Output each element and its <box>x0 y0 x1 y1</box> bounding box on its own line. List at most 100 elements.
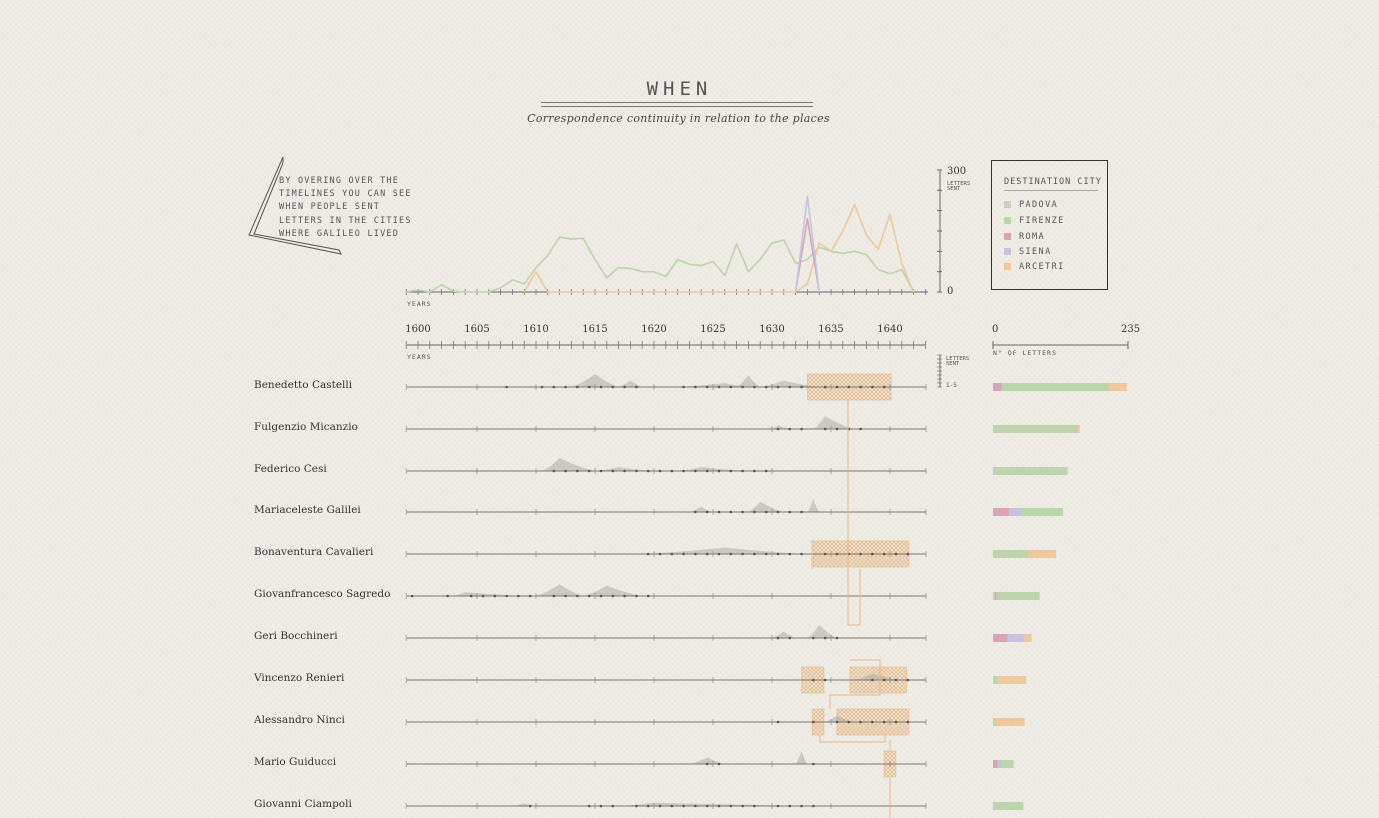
activity-peak <box>618 380 643 387</box>
letter-dot <box>505 385 508 389</box>
letter-dot <box>776 427 780 431</box>
person-timelines <box>405 373 927 818</box>
activity-peak <box>618 802 820 806</box>
bar-segment-firenze <box>996 592 1040 600</box>
letter-dot <box>635 469 638 473</box>
activity-peak <box>807 499 820 512</box>
person-name[interactable]: Vincenzo Renieri <box>254 672 345 684</box>
letter-dot <box>729 469 733 473</box>
person-row <box>405 750 927 778</box>
letter-dot <box>682 385 685 389</box>
letter-dot <box>729 804 733 808</box>
letter-dot <box>611 804 615 808</box>
letter-dot <box>635 804 638 808</box>
letter-dot <box>646 552 650 556</box>
letter-dot <box>623 469 626 473</box>
letter-dot <box>705 385 709 389</box>
person-name[interactable]: Giovanni Ciampoli <box>254 798 352 810</box>
person-name[interactable]: Federico Cesi <box>254 463 327 475</box>
legend-label: PADOVA <box>1019 200 1059 210</box>
years-label: YEARS <box>407 300 432 308</box>
letter-dot <box>599 469 603 473</box>
letter-dot <box>894 552 898 556</box>
bar-segment-firenze <box>993 718 996 726</box>
bar-segment-firenze <box>995 467 1068 475</box>
letter-dot <box>540 385 544 389</box>
letter-dot <box>694 469 697 473</box>
legend-item-padova[interactable]: PADOVA <box>1004 200 1058 210</box>
letter-dot <box>788 427 792 431</box>
letter-dot <box>741 552 744 556</box>
person-name[interactable]: Bonaventura Cavalieri <box>254 546 374 558</box>
letter-dot <box>658 804 662 808</box>
letter-dot <box>823 385 827 389</box>
person-row <box>405 458 927 474</box>
legend-item-firenze[interactable]: FIRENZE <box>1004 216 1065 226</box>
letter-dot <box>847 720 851 724</box>
letter-dot <box>576 469 579 473</box>
person-name[interactable]: Geri Bocchineri <box>254 630 338 642</box>
letter-dot <box>800 804 803 808</box>
bar-segment-firenze <box>993 425 1079 433</box>
bar-segment-firenze <box>1001 383 1110 391</box>
hint-triangle <box>248 156 342 255</box>
letter-dot <box>576 594 579 598</box>
letter-dot <box>623 594 626 598</box>
legend-item-siena[interactable]: SIENA <box>1004 247 1052 257</box>
person-name[interactable]: Mario Guiducci <box>254 756 337 768</box>
letter-dot <box>871 678 874 682</box>
letter-dot <box>741 385 744 389</box>
series-line-firenze <box>406 236 915 293</box>
letter-dot <box>694 385 697 389</box>
letter-dot <box>670 469 674 473</box>
n-letters-label: N° OF LETTERS <box>993 349 1057 357</box>
activity-peak <box>748 501 784 512</box>
y-tick-label: 0 <box>947 286 953 297</box>
legend-item-arcetri[interactable]: ARCETRI <box>1004 262 1065 272</box>
letter-dot <box>729 385 733 389</box>
letter-dot <box>517 594 520 598</box>
legend: DESTINATION CITY PADOVA FIRENZE ROMA SIE… <box>991 160 1108 290</box>
letter-dot <box>859 427 862 431</box>
letter-dot <box>705 469 709 473</box>
roma-swatch <box>1004 233 1011 240</box>
letter-dot <box>753 804 756 808</box>
bar-segment-arcetri <box>1109 383 1127 391</box>
activity-peak <box>453 592 525 596</box>
letter-dot <box>694 804 697 808</box>
bar-segment-siena <box>997 760 1003 768</box>
letter-dot <box>670 552 674 556</box>
letter-dot <box>788 552 792 556</box>
letter-dot <box>812 720 815 724</box>
letter-dot <box>481 594 485 598</box>
person-name[interactable]: Giovanfrancesco Sagredo <box>254 588 391 600</box>
bar-segment-roma <box>993 508 1010 516</box>
letter-dot <box>682 804 685 808</box>
letter-dot <box>753 385 756 389</box>
letter-dot <box>717 762 721 766</box>
letter-dot <box>682 469 685 473</box>
letter-dot <box>823 552 827 556</box>
letter-dot <box>882 720 886 724</box>
activity-peak <box>595 467 654 471</box>
person-name[interactable]: Benedetto Castelli <box>254 379 353 391</box>
letter-dot <box>776 385 780 389</box>
activity-peak <box>642 547 808 554</box>
x-tick-label: 1625 <box>700 324 725 335</box>
legend-item-roma[interactable]: ROMA <box>1004 232 1045 242</box>
person-name[interactable]: Alessandro Ninci <box>254 714 345 726</box>
letter-dot <box>717 469 721 473</box>
letter-dot <box>800 552 803 556</box>
letter-dot <box>564 469 567 473</box>
bar-segment-siena <box>1007 634 1025 642</box>
person-name[interactable]: Mariaceleste Galilei <box>254 504 361 516</box>
x-tick-label: 1620 <box>641 324 666 335</box>
bar-segment-arcetri <box>1024 634 1032 642</box>
person-name[interactable]: Fulgenzio Micanzio <box>254 421 358 433</box>
letters-sent-label-lower: LETTERS <box>946 356 969 362</box>
letter-dot <box>599 594 603 598</box>
letter-dot <box>670 804 674 808</box>
letter-dot <box>564 594 567 598</box>
x-tick-label: 1640 <box>877 324 902 335</box>
